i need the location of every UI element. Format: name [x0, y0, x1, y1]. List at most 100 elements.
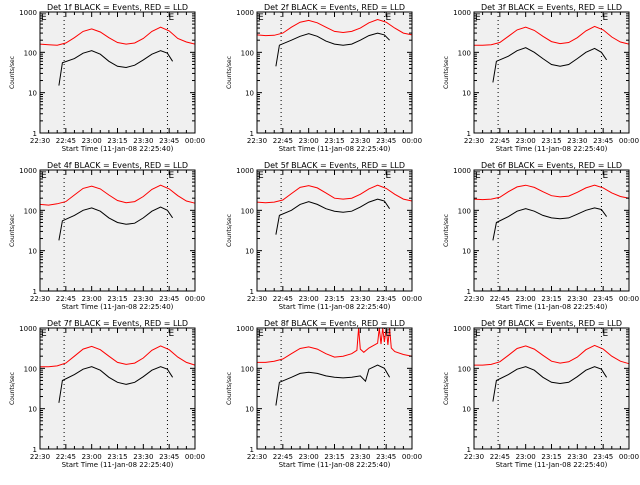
series-line-events [492, 207, 608, 241]
x-tick-label: 23:30 [133, 137, 153, 145]
plot-area [40, 328, 195, 449]
x-tick-label: 23:30 [567, 453, 587, 461]
x-tick-label: 22:30 [247, 137, 267, 145]
y-tick-label: 1 [250, 446, 254, 454]
y-tick-label: 10 [462, 90, 471, 98]
y-axis-label: Counts/sec [443, 372, 450, 405]
panel-title: Det 7f BLACK = Events, RED = LLD [47, 319, 188, 328]
y-tick-label: 100 [241, 365, 254, 373]
x-tick-label: 23:00 [299, 295, 319, 303]
x-tick-label: 23:30 [567, 137, 587, 145]
y-axis-label: Counts/sec [443, 56, 450, 89]
y-axis-label: Counts/sec [9, 372, 16, 405]
y-tick-label: 100 [458, 207, 471, 215]
series-line-lld [256, 184, 413, 204]
series-line-lld [474, 25, 630, 46]
x-tick-label: 00:00 [185, 295, 205, 303]
x-tick-label: 22:30 [30, 137, 50, 145]
y-tick-label: 10 [462, 248, 471, 256]
y-tick-label: 1 [250, 130, 254, 138]
x-tick-label: 22:45 [490, 453, 510, 461]
x-tick-label: 22:30 [30, 453, 50, 461]
x-tick-label: 23:45 [593, 137, 613, 145]
x-tick-label: 23:15 [541, 453, 561, 461]
edge-marker-left: E [41, 13, 47, 23]
x-tick-label: 23:30 [133, 295, 153, 303]
edge-marker-right: E [168, 13, 174, 23]
x-tick-label: 22:45 [56, 453, 76, 461]
detector-panel: 1 10 100 1000 22:30 22:45 23:00 23:15 23:30 23:45… [226, 3, 422, 153]
x-tick-label: 23:15 [107, 453, 127, 461]
x-tick-label: 22:30 [464, 137, 484, 145]
plot-area [474, 170, 629, 291]
series-line-events [58, 50, 174, 86]
y-axis-label: Counts/sec [443, 214, 450, 247]
y-tick-label: 100 [241, 49, 254, 57]
x-tick-label: 22:30 [247, 453, 267, 461]
edge-marker-left: E [258, 171, 264, 181]
x-tick-label: 00:00 [619, 295, 639, 303]
x-tick-label: 23:45 [159, 453, 179, 461]
x-axis-label: Start Time (11-Jan-08 22:25:40) [62, 461, 174, 469]
y-tick-label: 10 [28, 248, 37, 256]
x-axis-label: Start Time (11-Jan-08 22:25:40) [496, 145, 608, 153]
x-axis-label: Start Time (11-Jan-08 22:25:40) [279, 461, 391, 469]
series-line-events [492, 47, 608, 83]
x-tick-label: 23:00 [516, 137, 536, 145]
y-tick-label: 10 [28, 406, 37, 414]
y-tick-label: 1000 [453, 9, 471, 17]
panel-title: Det 8f BLACK = Events, RED = LLD [264, 319, 405, 328]
y-tick-label: 1000 [236, 325, 254, 333]
panel-title: Det 3f BLACK = Events, RED = LLD [481, 3, 622, 12]
y-axis-label: Counts/sec [9, 56, 16, 89]
plot-area [257, 12, 412, 133]
y-axis-label: Counts/sec [226, 372, 233, 405]
y-tick-label: 10 [28, 90, 37, 98]
x-tick-label: 23:00 [82, 137, 102, 145]
x-tick-label: 23:45 [376, 453, 396, 461]
panel-title: Det 4f BLACK = Events, RED = LLD [47, 161, 188, 170]
series-line-lld [40, 345, 196, 368]
y-tick-label: 1 [33, 288, 37, 296]
edge-marker-left: E [475, 329, 481, 339]
x-axis-label: Start Time (11-Jan-08 22:25:40) [62, 145, 174, 153]
edge-marker-left: E [475, 13, 481, 23]
x-tick-label: 23:15 [324, 137, 344, 145]
x-tick-label: 22:30 [30, 295, 50, 303]
detector-panel: 1 10 100 1000 22:30 22:45 23:00 23:15 23:30 23:45… [9, 161, 205, 311]
x-tick-label: 23:15 [107, 137, 127, 145]
x-axis-label: Start Time (11-Jan-08 22:25:40) [496, 303, 608, 311]
edge-marker-left: E [258, 329, 264, 339]
y-tick-label: 1 [467, 288, 471, 296]
x-tick-label: 23:45 [159, 137, 179, 145]
series-line-lld [256, 18, 413, 37]
x-tick-label: 00:00 [619, 453, 639, 461]
y-tick-label: 10 [245, 90, 254, 98]
y-tick-label: 1 [467, 446, 471, 454]
y-tick-label: 1000 [19, 167, 37, 175]
y-axis-label: Counts/sec [9, 214, 16, 247]
y-tick-label: 10 [245, 248, 254, 256]
x-tick-label: 22:45 [273, 453, 293, 461]
plot-area [257, 170, 412, 291]
edge-marker-right: E [602, 171, 608, 181]
edge-marker-right: E [602, 13, 608, 23]
edge-marker-right: E [602, 329, 608, 339]
x-tick-label: 00:00 [402, 137, 422, 145]
y-tick-label: 1 [467, 130, 471, 138]
x-tick-label: 23:15 [541, 295, 561, 303]
panel-title: Det 9f BLACK = Events, RED = LLD [481, 319, 622, 328]
x-tick-label: 22:45 [56, 137, 76, 145]
detector-panel: 1 10 100 1000 22:30 22:45 23:00 23:15 23:30 23:45… [443, 3, 639, 153]
x-tick-label: 23:45 [593, 295, 613, 303]
series-line-events [492, 366, 608, 402]
x-tick-label: 23:00 [516, 295, 536, 303]
panel-title: Det 1f BLACK = Events, RED = LLD [47, 3, 188, 12]
plot-area [474, 328, 629, 449]
edge-marker-right: E [168, 171, 174, 181]
y-axis-label: Counts/sec [226, 214, 233, 247]
x-tick-label: 23:30 [133, 453, 153, 461]
detector-panel: 1 10 100 1000 22:30 22:45 23:00 23:15 23:30 23:45… [443, 319, 639, 469]
series-line-lld [39, 184, 196, 206]
